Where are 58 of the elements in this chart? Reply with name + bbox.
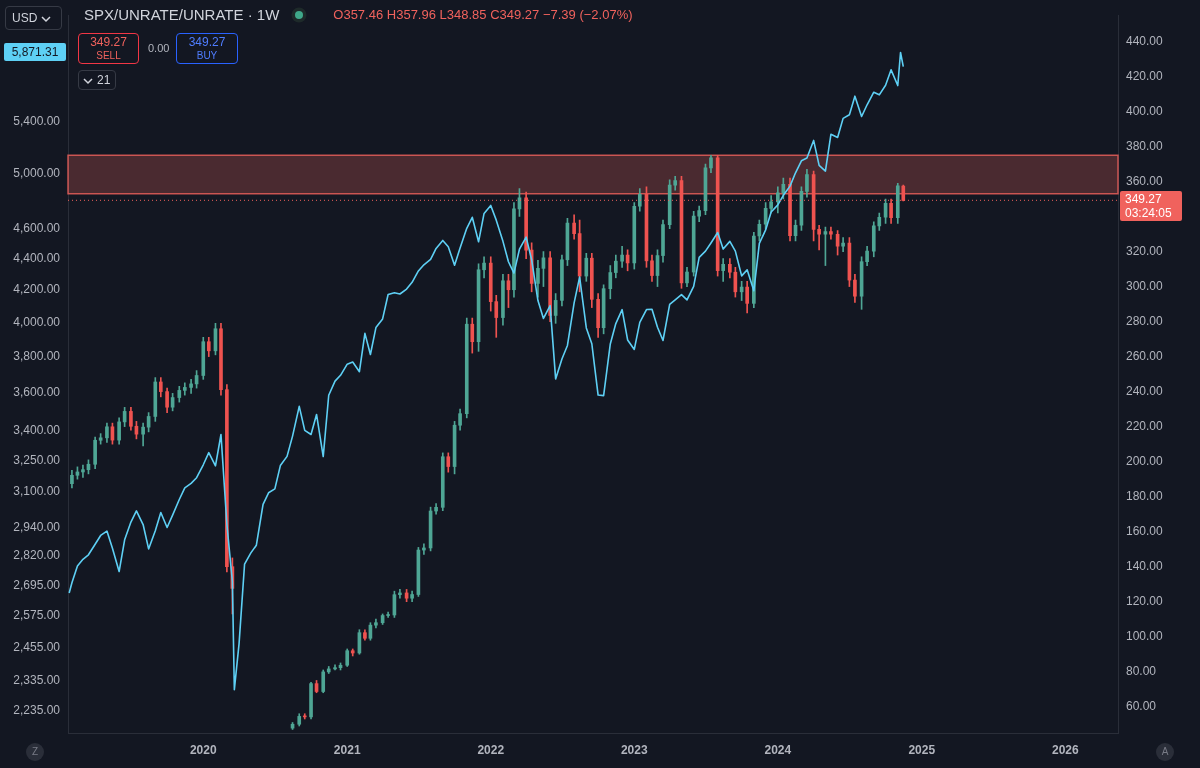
- y2-tick-label: 2,335.00: [13, 673, 61, 688]
- y-tick-label: 180.00: [1126, 488, 1164, 503]
- y-tick-label: 200.00: [1126, 453, 1164, 468]
- y2-tick-label: 2,575.00: [13, 608, 61, 623]
- y-tick-label: 260.00: [1126, 348, 1164, 363]
- x-tick-label: 2020: [189, 742, 217, 757]
- y2-tick-label: 5,400.00: [13, 114, 61, 129]
- y2-tick-label: 3,400.00: [13, 422, 61, 437]
- y2-tick-label: 2,940.00: [13, 519, 61, 534]
- x-tick-label: 2026: [1051, 742, 1079, 757]
- y-tick-label: 160.00: [1126, 523, 1164, 538]
- y2-tick-label: 4,600.00: [13, 221, 61, 236]
- annotation: 0.00: [148, 42, 170, 54]
- y2-tick-label: 2,820.00: [13, 547, 61, 562]
- y-tick-label: 420.00: [1126, 68, 1164, 83]
- y2-tick-label: 2,235.00: [13, 702, 61, 717]
- y2-tick-label: 2,695.00: [13, 577, 61, 592]
- annotation: 349.27: [89, 35, 128, 49]
- text: A: [1156, 743, 1174, 761]
- annotation: 21: [97, 73, 111, 87]
- y-tick-label: 60.00: [1126, 699, 1157, 714]
- y2-tick-label: 3,600.00: [13, 384, 61, 399]
- chart-title: SPX/UNRATE/UNRATE · 1W: [84, 6, 280, 23]
- y2-tick-label: 5,000.00: [13, 165, 61, 180]
- y2-tick-label: 3,800.00: [13, 348, 61, 363]
- y-tick-label: 400.00: [1126, 103, 1164, 118]
- y-tick-label: 220.00: [1126, 418, 1164, 433]
- y-tick-label: 120.00: [1126, 594, 1164, 609]
- y2-tick-label: 3,100.00: [13, 484, 61, 499]
- y2-tick-label: 4,400.00: [13, 251, 61, 266]
- y-tick-label: 360.00: [1126, 173, 1164, 188]
- text: USD: [12, 11, 38, 25]
- x-tick-label: 2023: [620, 742, 648, 757]
- y2-tick-label: 2,455.00: [13, 639, 61, 654]
- y-tick-label: 80.00: [1126, 664, 1157, 679]
- y2-tick-label: 4,000.00: [13, 314, 61, 329]
- text: 5,871.31: [4, 43, 66, 61]
- y-tick-label: 440.00: [1126, 33, 1164, 48]
- x-tick-label: 2024: [764, 742, 792, 757]
- annotation: SELL: [95, 49, 122, 62]
- x-tick-label: 2021: [333, 742, 361, 757]
- chart-subtitle: O357.46 H357.96 L348.85 C349.27 −7.39 (−2.07%): [333, 7, 633, 22]
- y2-tick-label: 4,200.00: [13, 282, 61, 297]
- ref-line-label: 349.27: [1125, 192, 1163, 207]
- x-tick-label: 2025: [908, 742, 936, 757]
- x-tick-label: 2022: [477, 742, 505, 757]
- text: 03:24:05: [1125, 206, 1173, 221]
- y-tick-label: 280.00: [1126, 313, 1164, 328]
- annotation: BUY: [195, 49, 219, 62]
- y-tick-label: 300.00: [1126, 278, 1164, 293]
- y-tick-label: 240.00: [1126, 383, 1164, 398]
- y-tick-label: 380.00: [1126, 138, 1164, 153]
- y-tick-label: 140.00: [1126, 558, 1164, 573]
- annotation: 349.27: [187, 35, 227, 49]
- y-tick-label: 320.00: [1126, 243, 1164, 258]
- text: Z: [26, 743, 44, 761]
- y2-tick-label: 3,250.00: [13, 452, 61, 467]
- y-tick-label: 100.00: [1126, 629, 1164, 644]
